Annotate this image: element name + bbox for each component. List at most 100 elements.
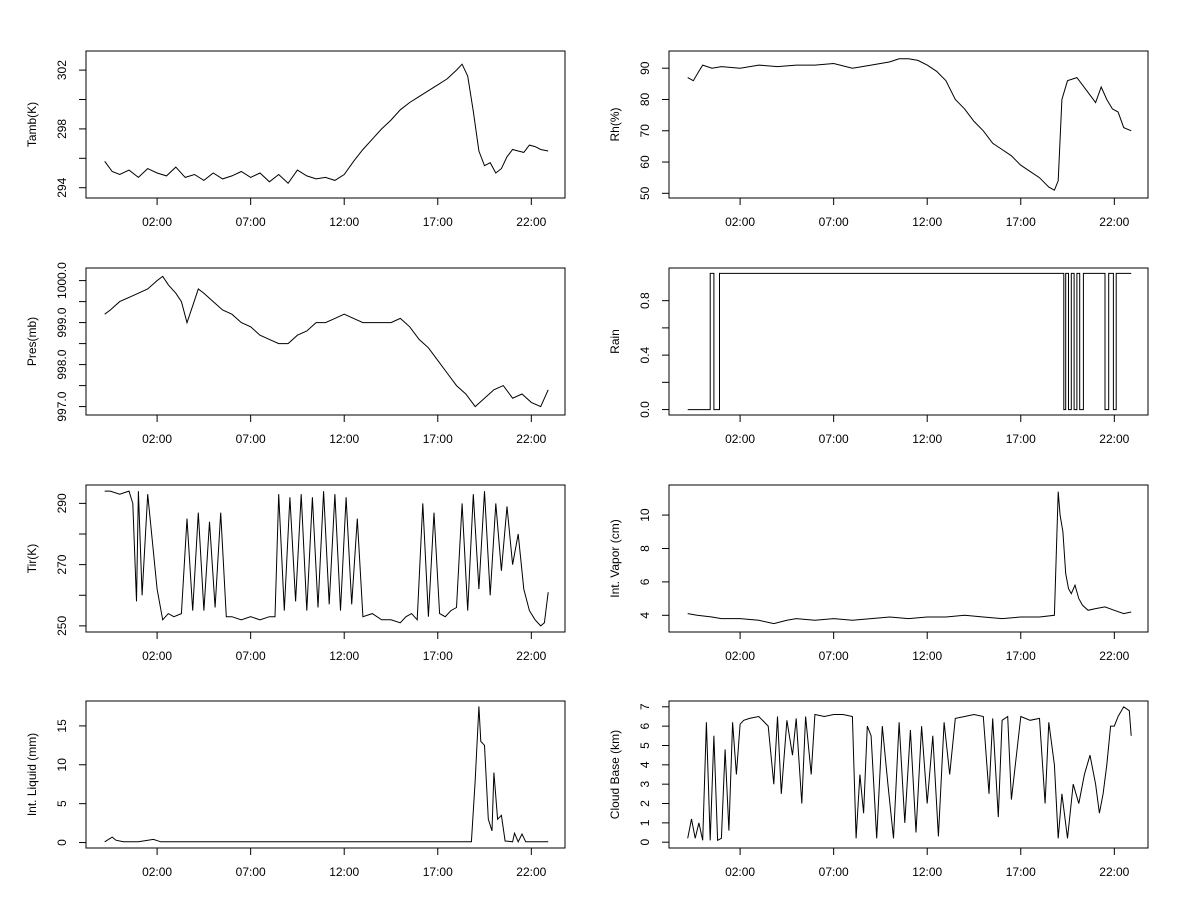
y-tick-label: 4 [638, 612, 652, 619]
y-tick-label: 90 [638, 61, 652, 75]
y-tick-label: 4 [638, 761, 652, 768]
x-tick-label: 17:00 [423, 865, 453, 879]
plot-frame [668, 484, 1149, 633]
y-tick-label: 80 [638, 92, 652, 106]
x-tick-label: 07:00 [819, 649, 849, 663]
panel-4: 02:00 07:00 12:00 17:00 22:00 0.0 0.4 0.8 Rain [608, 267, 1149, 446]
x-tick-label: 02:00 [142, 432, 172, 446]
series-line-1 [687, 706, 1132, 842]
x-tick-label: 02:00 [725, 215, 755, 229]
y-tick-label: 10 [638, 508, 652, 522]
x-tick-label: 07:00 [236, 865, 266, 879]
plot-frame [668, 267, 1149, 416]
series-line-1 [687, 58, 1132, 191]
y-tick-label: 1 [638, 819, 652, 826]
x-tick-label: 22:00 [516, 865, 546, 879]
x-tick-label: 07:00 [236, 215, 266, 229]
y-tick-label: 250 [55, 616, 69, 636]
x-tick-label: 22:00 [516, 215, 546, 229]
plot-frame [668, 50, 1149, 199]
series-line-1 [104, 706, 549, 843]
plot-frame [85, 484, 566, 633]
y-tick-label: 15 [55, 719, 69, 733]
x-tick-label: 22:00 [516, 432, 546, 446]
x-tick-label: 22:00 [1099, 865, 1129, 879]
x-tick-label: 02:00 [142, 215, 172, 229]
x-tick-label: 22:00 [516, 649, 546, 663]
y-axis-label: Int. Liquid (mm) [25, 733, 39, 816]
x-tick-label: 22:00 [1099, 649, 1129, 663]
y-tick-label: 0 [55, 839, 69, 846]
panel-8: 02:00 07:00 12:00 17:00 22:00 0 1 2 3 4 5 6 7 Cloud B… [608, 700, 1149, 879]
y-tick-label: 0.4 [638, 346, 652, 363]
x-tick-label: 07:00 [236, 649, 266, 663]
y-tick-label: 3 [638, 781, 652, 788]
x-tick-label: 02:00 [142, 865, 172, 879]
y-tick-label: 5 [638, 742, 652, 749]
y-tick-label: 997.0 [55, 391, 69, 421]
y-tick-label: 8 [638, 545, 652, 552]
y-axis-label: Tamb(K) [25, 102, 39, 147]
y-axis-label: Rh(%) [608, 107, 622, 141]
y-tick-label: 290 [55, 493, 69, 513]
x-tick-label: 17:00 [423, 432, 453, 446]
x-tick-label: 17:00 [1006, 215, 1036, 229]
series-line-1 [104, 63, 549, 185]
x-tick-label: 22:00 [1099, 432, 1129, 446]
y-axis-label: Tir(K) [25, 544, 39, 574]
x-tick-label: 12:00 [912, 865, 942, 879]
panel-3: 02:00 07:00 12:00 17:00 22:00 997.0 998.0 999.0… [25, 262, 566, 446]
panel-2: 02:00 07:00 12:00 17:00 22:00 50 60 70 80 90 Rh(%) [608, 50, 1149, 229]
y-tick-label: 270 [55, 554, 69, 574]
x-tick-label: 12:00 [329, 649, 359, 663]
y-tick-label: 60 [638, 155, 652, 169]
y-tick-label: 10 [55, 758, 69, 772]
y-tick-label: 999.0 [55, 307, 69, 337]
x-tick-label: 12:00 [912, 215, 942, 229]
x-tick-label: 17:00 [1006, 432, 1036, 446]
y-tick-label: 1000.0 [55, 262, 69, 299]
x-tick-label: 02:00 [725, 865, 755, 879]
y-tick-label: 998.0 [55, 349, 69, 379]
y-tick-label: 5 [55, 800, 69, 807]
x-tick-label: 12:00 [329, 865, 359, 879]
y-tick-label: 302 [55, 60, 69, 80]
x-tick-label: 07:00 [819, 432, 849, 446]
y-axis-label: Int. Vapor (cm) [608, 519, 622, 597]
y-axis-label: Rain [608, 329, 622, 354]
x-tick-label: 07:00 [819, 865, 849, 879]
x-tick-label: 17:00 [1006, 865, 1036, 879]
series-line-1 [687, 491, 1132, 625]
plot-frame [668, 700, 1149, 849]
x-tick-label: 12:00 [912, 649, 942, 663]
y-axis-label: Cloud Base (km) [608, 730, 622, 819]
x-tick-label: 12:00 [329, 432, 359, 446]
y-tick-label: 70 [638, 124, 652, 138]
x-tick-label: 07:00 [819, 215, 849, 229]
y-tick-label: 0.0 [638, 401, 652, 418]
series-line-1 [687, 272, 1132, 411]
y-tick-label: 0 [638, 839, 652, 846]
x-tick-label: 17:00 [423, 649, 453, 663]
x-tick-label: 17:00 [423, 215, 453, 229]
y-tick-label: 6 [638, 578, 652, 585]
y-tick-label: 6 [638, 722, 652, 729]
panel-5: 02:00 07:00 12:00 17:00 22:00 250 270 290 Tir(K) [25, 484, 566, 663]
y-tick-label: 0.8 [638, 292, 652, 309]
y-tick-label: 2 [638, 800, 652, 807]
x-tick-label: 22:00 [1099, 215, 1129, 229]
x-tick-label: 02:00 [725, 649, 755, 663]
x-tick-label: 02:00 [142, 649, 172, 663]
panel-6: 02:00 07:00 12:00 17:00 22:00 4 6 8 10 Int. Vapor… [608, 484, 1149, 663]
panel-7: 02:00 07:00 12:00 17:00 22:00 0 5 10 15 Int. Liqu… [25, 700, 566, 879]
y-tick-label: 294 [55, 177, 69, 197]
x-tick-label: 12:00 [329, 215, 359, 229]
panel-1: 02:00 07:00 12:00 17:00 22:00 294 298 302 Tamb(K… [25, 50, 566, 229]
plot-frame [85, 50, 566, 199]
plot-frame [85, 267, 566, 416]
series-line-1 [104, 490, 549, 627]
plot-frame [85, 700, 566, 849]
x-tick-label: 07:00 [236, 432, 266, 446]
y-axis-label: Pres(mb) [25, 317, 39, 366]
